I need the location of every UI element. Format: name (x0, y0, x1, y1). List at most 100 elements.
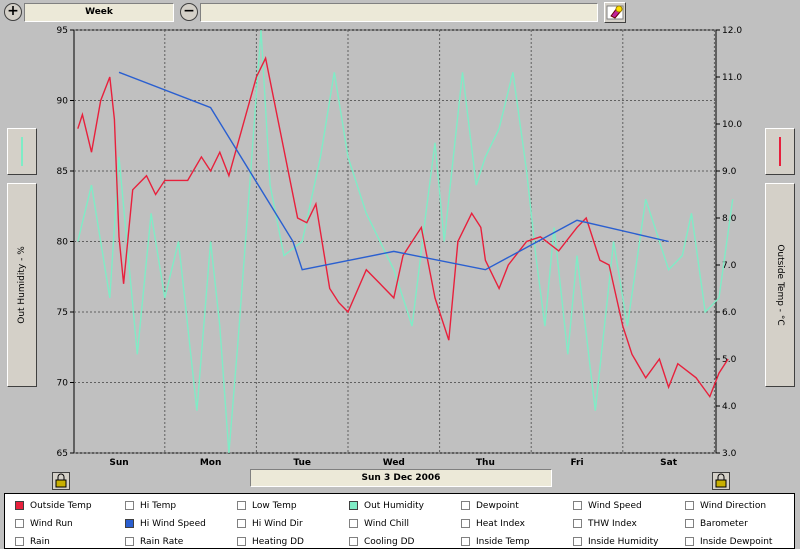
right-tick-label: 10.0 (722, 120, 742, 130)
day-label: Fri (570, 458, 583, 468)
legend-item-dewpoint[interactable]: Dewpoint (461, 500, 519, 512)
legend-label: Inside Temp (476, 537, 530, 547)
legend-item-wind-speed[interactable]: Wind Speed (573, 500, 642, 512)
scroll-range-field[interactable] (200, 3, 598, 22)
legend-item-wind-chill[interactable]: Wind Chill (349, 518, 409, 530)
day-label: Wed (383, 458, 405, 468)
left-tick-label: 80 (57, 238, 69, 248)
right-series-swatch[interactable] (765, 128, 795, 175)
right-tick-label: 7.0 (722, 261, 737, 271)
right-tick-label: 5.0 (722, 355, 737, 365)
legend-item-inside-dewpoint[interactable]: Inside Dewpoint (685, 536, 772, 548)
legend-checkbox[interactable] (573, 501, 582, 510)
legend-checkbox[interactable] (685, 501, 694, 510)
legend-label: Wind Direction (700, 501, 767, 511)
legend-item-rain-rate[interactable]: Rain Rate (125, 536, 183, 548)
right-tick-label: 3.0 (722, 449, 737, 459)
legend-label: Hi Temp (140, 501, 177, 511)
legend-item-hi-temp[interactable]: Hi Temp (125, 500, 176, 512)
legend-item-heating-dd[interactable]: Heating DD (237, 536, 304, 548)
legend-label: Cooling DD (364, 537, 415, 547)
legend-checkbox[interactable] (685, 519, 694, 528)
legend-item-inside-humidity[interactable]: Inside Humidity (573, 536, 658, 548)
legend-checkbox[interactable] (349, 519, 358, 528)
legend-checkbox[interactable] (15, 519, 24, 528)
legend-label: Rain (30, 537, 50, 547)
legend-item-cooling-dd[interactable]: Cooling DD (349, 536, 414, 548)
legend-label: Heat Index (476, 519, 525, 529)
legend-checkbox[interactable] (461, 537, 470, 546)
right-axis-label-box[interactable]: Outside Temp - °C (765, 183, 795, 387)
legend-label: Wind Run (30, 519, 73, 529)
zoom-out-button[interactable]: − (180, 3, 198, 21)
left-tick-label: 75 (57, 308, 68, 318)
day-label: Tue (293, 458, 311, 468)
legend-label: Dewpoint (476, 501, 519, 511)
left-tick-label: 95 (57, 26, 68, 36)
legend-checkbox[interactable] (125, 519, 134, 528)
legend-item-thw-index[interactable]: THW Index (573, 518, 637, 530)
left-tick-label: 70 (57, 379, 69, 389)
legend-checkbox[interactable] (237, 537, 246, 546)
legend-item-low-temp[interactable]: Low Temp (237, 500, 297, 512)
legend-item-wind-run[interactable]: Wind Run (15, 518, 73, 530)
series-hi-wind-speed (118, 71, 669, 271)
legend-label: Low Temp (252, 501, 297, 511)
legend-item-inside-temp[interactable]: Inside Temp (461, 536, 530, 548)
series-outside-temp (77, 56, 729, 399)
legend-item-hi-wind-speed[interactable]: Hi Wind Speed (125, 518, 206, 530)
legend-label: Outside Temp (30, 501, 92, 511)
legend-checkbox[interactable] (573, 537, 582, 546)
eraser-icon[interactable] (604, 2, 626, 23)
left-tick-label: 65 (57, 449, 68, 459)
legend-label: Hi Wind Dir (252, 519, 303, 529)
right-tick-label: 4.0 (722, 402, 737, 412)
legend-label: Barometer (700, 519, 748, 529)
legend-item-heat-index[interactable]: Heat Index (461, 518, 525, 530)
legend-item-wind-direction[interactable]: Wind Direction (685, 500, 766, 512)
left-axis-label-box[interactable]: Out Humidity - % (7, 183, 37, 387)
day-label: Thu (476, 458, 495, 468)
legend-checkbox[interactable] (237, 519, 246, 528)
legend-label: THW Index (588, 519, 637, 529)
legend-checkbox[interactable] (461, 501, 470, 510)
left-series-swatch[interactable] (7, 128, 37, 175)
legend-checkbox[interactable] (349, 501, 358, 510)
day-label: Sat (660, 458, 678, 468)
legend-label: Inside Dewpoint (700, 537, 773, 547)
legend-checkbox[interactable] (349, 537, 358, 546)
series-out-humidity (77, 29, 734, 454)
legend-label: Wind Speed (588, 501, 642, 511)
legend-label: Heating DD (252, 537, 304, 547)
period-selector[interactable]: Week (24, 3, 174, 22)
legend-item-hi-wind-dir[interactable]: Hi Wind Dir (237, 518, 303, 530)
day-label: Mon (200, 458, 222, 468)
legend-checkbox[interactable] (125, 537, 134, 546)
right-tick-label: 6.0 (722, 308, 737, 318)
right-tick-label: 12.0 (722, 26, 742, 36)
legend-item-barometer[interactable]: Barometer (685, 518, 748, 530)
legend-label: Wind Chill (364, 519, 409, 529)
right-tick-label: 11.0 (722, 73, 742, 83)
legend-label: Rain Rate (140, 537, 184, 547)
left-tick-label: 90 (57, 97, 69, 107)
legend-item-rain[interactable]: Rain (15, 536, 50, 548)
legend-checkbox[interactable] (573, 519, 582, 528)
legend-label: Inside Humidity (588, 537, 659, 547)
legend-checkbox[interactable] (461, 519, 470, 528)
left-tick-label: 85 (57, 167, 68, 177)
legend-checkbox[interactable] (15, 537, 24, 546)
legend-checkbox[interactable] (125, 501, 134, 510)
series-legend: Outside Temp Hi Temp Low Temp Out Humidity D… (4, 493, 795, 549)
zoom-in-button[interactable]: + (4, 3, 22, 21)
legend-item-outside-temp[interactable]: Outside Temp (15, 500, 92, 512)
legend-checkbox[interactable] (15, 501, 24, 510)
legend-checkbox[interactable] (237, 501, 246, 510)
left-lock-icon[interactable] (52, 472, 70, 490)
legend-item-out-humidity[interactable]: Out Humidity (349, 500, 424, 512)
weather-chart[interactable]: 9590858075706512.011.010.09.08.07.06.05.… (0, 0, 800, 470)
date-label[interactable]: Sun 3 Dec 2006 (250, 469, 552, 487)
legend-checkbox[interactable] (685, 537, 694, 546)
right-tick-label: 9.0 (722, 167, 737, 177)
right-lock-icon[interactable] (712, 472, 730, 490)
